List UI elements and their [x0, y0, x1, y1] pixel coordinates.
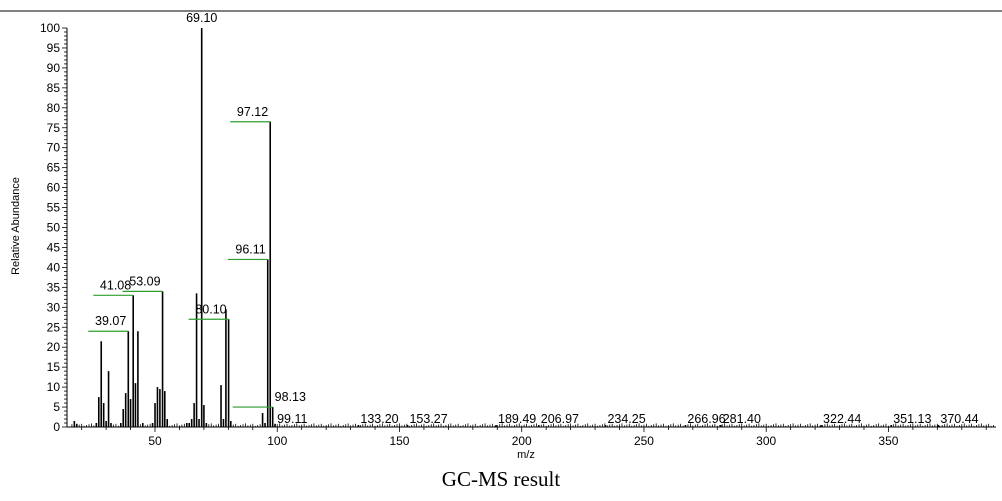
- y-tick-label: 10: [47, 380, 61, 394]
- peak-label: 98.13: [275, 390, 306, 404]
- y-tick-label: 75: [47, 121, 61, 135]
- peak-bars: [73, 28, 940, 427]
- y-tick-label: 25: [47, 320, 61, 334]
- y-axis-title: Relative Abundance: [10, 177, 22, 275]
- peak-label: 189.49: [498, 412, 536, 426]
- peak-label: 133.20: [360, 412, 398, 426]
- peak-label: 322.44: [823, 412, 861, 426]
- peak-label: 96.11: [235, 242, 265, 256]
- y-tick-label: 45: [47, 240, 61, 254]
- peak-label: 80.10: [195, 302, 226, 316]
- peak-label: 41.08: [100, 278, 131, 292]
- peak-label: 351.13: [893, 412, 931, 426]
- peak-label: 39.07: [95, 314, 126, 328]
- peak-label: 281.40: [723, 412, 761, 426]
- y-tick-label: 55: [47, 201, 61, 215]
- peak-label: 53.09: [129, 274, 160, 288]
- peak-label: 97.12: [237, 105, 268, 119]
- figure-caption: GC-MS result: [441, 467, 561, 491]
- peak-label: 69.10: [186, 11, 217, 25]
- y-tick-label: 95: [47, 41, 61, 55]
- y-tick-label: 30: [47, 300, 61, 314]
- x-tick-label: 200: [512, 434, 532, 448]
- x-tick-label: 100: [267, 434, 287, 448]
- y-tick-label: 40: [47, 260, 61, 274]
- x-tick-label: 150: [389, 434, 409, 448]
- y-tick-label: 35: [47, 280, 61, 294]
- y-tick-label: 15: [47, 360, 61, 374]
- y-tick-label: 60: [47, 181, 61, 195]
- x-axis-title: m/z: [517, 449, 535, 460]
- peak-label: 206.97: [541, 412, 579, 426]
- peak-label: 234.25: [607, 412, 645, 426]
- peak-markers: [88, 121, 273, 408]
- y-tick-label: 50: [47, 221, 61, 235]
- y-tick-label: 70: [47, 141, 61, 155]
- peak-label: 266.96: [687, 412, 725, 426]
- y-tick-label: 90: [47, 61, 61, 75]
- y-tick-label: 100: [40, 21, 60, 35]
- peak-label: 99.11: [277, 412, 307, 426]
- y-tick-label: 5: [53, 400, 60, 414]
- axes: 0 5 10 15 20 25 30 35 40 45 50 55 60 65 70 75 80 85 90 95 10…: [40, 21, 996, 448]
- y-tick-label: 0: [53, 420, 60, 434]
- x-tick-label: 250: [634, 434, 654, 448]
- x-tick-label: 50: [148, 434, 162, 448]
- x-tick-label: 350: [878, 434, 898, 448]
- peak-label: 370.44: [940, 412, 978, 426]
- y-tick-label: 85: [47, 81, 61, 95]
- y-tick-label: 65: [47, 161, 61, 175]
- y-tick-label: 80: [47, 101, 61, 115]
- peak-label: 153.27: [409, 412, 447, 426]
- y-tick-label: 20: [47, 340, 61, 354]
- x-tick-label: 300: [756, 434, 776, 448]
